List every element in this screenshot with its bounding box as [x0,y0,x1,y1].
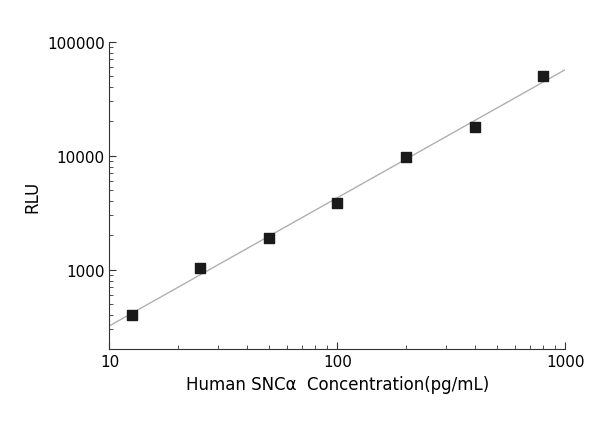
Point [333,201,342,207]
X-axis label: Human SNCα  Concentration(pg/mL): Human SNCα Concentration(pg/mL) [186,375,489,393]
Point [195,265,205,272]
Point [470,124,480,131]
Y-axis label: RLU: RLU [23,180,41,212]
Point [264,235,274,242]
Point [401,154,411,161]
Point [539,73,548,80]
Point [126,312,136,319]
